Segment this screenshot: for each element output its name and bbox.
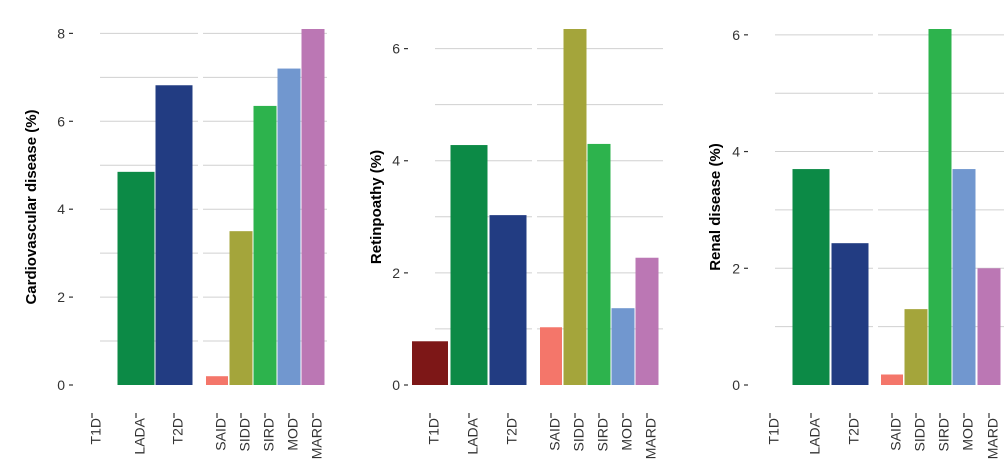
bar-t2d — [489, 215, 527, 385]
x-tick-label-lada: LADA — [807, 417, 823, 454]
y-axis-title: Retinpoathy (%) — [368, 150, 385, 264]
y-tick-label: 0 — [732, 377, 740, 393]
x-tick-label-t2d: T2D — [846, 418, 862, 444]
x-tick-label-sird: SIRD — [261, 418, 277, 451]
x-tick-label-sird: SIRD — [595, 418, 611, 451]
y-tick-label: 0 — [392, 377, 400, 393]
bar-sidd — [229, 231, 253, 385]
y-axis-title: Renal disease (%) — [707, 143, 724, 271]
x-tick-label-t2d: T2D — [504, 418, 520, 444]
bar-said — [881, 374, 903, 385]
bar-mard — [301, 29, 325, 385]
x-tick-label-mard: MARD — [309, 418, 325, 459]
y-tick-label: 6 — [57, 113, 65, 129]
bar-mard — [635, 257, 659, 385]
x-tick-label-t1d: T1D — [426, 418, 442, 444]
x-tick-label-sidd: SIDD — [571, 418, 587, 451]
y-tick-label: 6 — [732, 27, 740, 43]
y-tick-label: 2 — [732, 260, 740, 276]
x-tick-label-mard: MARD — [985, 418, 1001, 459]
x-tick-label-t2d: T2D — [170, 418, 186, 444]
bar-sidd — [563, 29, 587, 385]
x-tick-label-sidd: SIDD — [237, 418, 253, 451]
x-tick-label-lada: LADA — [132, 417, 148, 454]
x-tick-label-sidd: SIDD — [912, 418, 928, 451]
bar-t2d — [831, 243, 869, 385]
y-tick-label: 4 — [732, 144, 740, 160]
y-tick-label: 4 — [57, 201, 65, 217]
x-tick-label-said: SAID — [888, 418, 904, 451]
x-tick-label-mod: MOD — [285, 418, 301, 451]
bar-mod — [952, 169, 976, 385]
bar-lada — [792, 169, 830, 385]
bar-said — [540, 327, 562, 385]
bar-lada — [450, 145, 488, 385]
bar-sidd — [904, 309, 928, 385]
bar-t2d — [155, 85, 193, 386]
y-tick-label: 6 — [392, 41, 400, 57]
x-tick-label-t1d: T1D — [88, 418, 104, 444]
x-tick-label-sird: SIRD — [936, 418, 952, 451]
bar-mod — [277, 68, 301, 386]
bar-mard — [977, 268, 1001, 385]
bar-said — [206, 376, 228, 385]
bar-sird — [928, 29, 952, 385]
chart-panel-3: 0 2 4 6 Renal disease (%) T1D LADA T2D SAID SIDD S… — [707, 27, 1004, 459]
y-tick-label: 0 — [57, 377, 65, 393]
x-tick-label-said: SAID — [547, 418, 563, 451]
x-tick-label-lada: LADA — [465, 417, 481, 454]
y-tick-label: 2 — [392, 265, 400, 281]
x-tick-label-mard: MARD — [643, 418, 659, 459]
y-axis-title: Cardiovascular disease (%) — [23, 109, 40, 304]
chart-panel-1: 0 2 4 6 8 Cardiovascular disease (%) T1D LADA T2… — [23, 25, 327, 459]
x-tick-label-mod: MOD — [960, 418, 976, 451]
bar-t1d — [412, 341, 448, 385]
bar-lada — [117, 171, 155, 385]
chart-panel-2: 0 2 4 6 Retinpoathy (%) T1D LADA T2D SAID SIDD SIR… — [368, 29, 663, 459]
x-tick-label-mod: MOD — [619, 418, 635, 451]
bar-sird — [587, 143, 611, 385]
y-tick-label: 8 — [57, 25, 65, 41]
y-tick-label: 2 — [57, 289, 65, 305]
x-tick-label-t1d: T1D — [766, 418, 782, 444]
x-tick-label-said: SAID — [213, 418, 229, 451]
bar-sird — [253, 105, 277, 386]
bar-mod — [611, 308, 635, 385]
y-tick-label: 4 — [392, 153, 400, 169]
